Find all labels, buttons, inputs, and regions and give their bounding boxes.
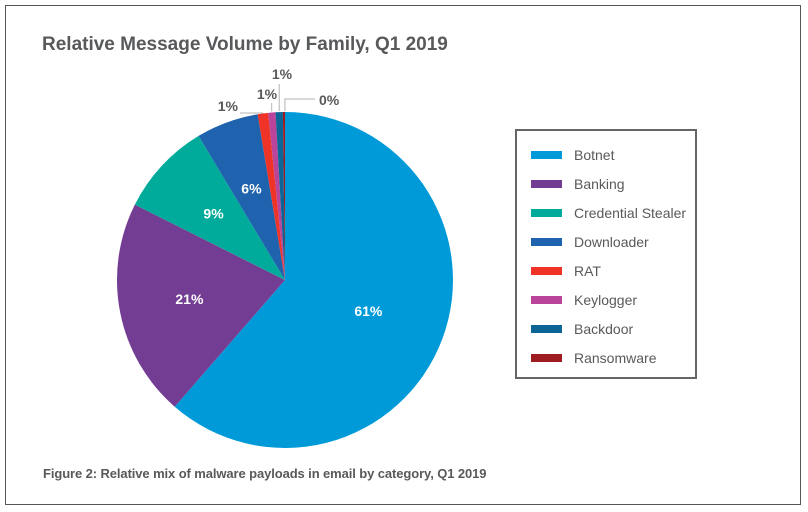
legend-swatch — [531, 296, 562, 304]
slice-label-ransomware: 0% — [319, 92, 340, 108]
legend-swatch — [531, 151, 562, 159]
chart-title: Relative Message Volume by Family, Q1 20… — [42, 34, 448, 55]
legend-label: Downloader — [574, 234, 649, 250]
slice-label-banking: 21% — [175, 291, 204, 307]
leader-line-ransomware — [284, 98, 315, 111]
legend-swatch — [531, 267, 562, 275]
pie-slice-ransomware — [282, 112, 285, 280]
pie-slice-backdoor — [275, 112, 285, 280]
figure-caption: Figure 2: Relative mix of malware payloa… — [43, 466, 487, 481]
legend-swatch — [531, 325, 562, 333]
legend-label: Credential Stealer — [574, 205, 687, 221]
slice-label-credential-stealer: 9% — [203, 206, 224, 222]
legend-item-rat: RAT — [531, 261, 601, 281]
legend-swatch — [531, 180, 562, 188]
legend-item-botnet: Botnet — [531, 145, 614, 165]
legend-swatch — [531, 238, 562, 246]
pie-slice-keylogger — [268, 112, 285, 280]
leader-line-rat — [240, 112, 264, 114]
pie-slice-downloader — [198, 114, 285, 281]
pie-slice-rat — [257, 112, 285, 280]
legend-label: Botnet — [574, 147, 615, 163]
pie-slice-credential-stealer — [134, 135, 285, 280]
legend-item-banking: Banking — [531, 174, 625, 194]
chart-legend: Botnet Banking Credential Stealer Downloade… — [515, 129, 697, 379]
pie-slice-botnet — [174, 112, 454, 449]
slice-label-rat: 1% — [218, 98, 239, 114]
slice-label-keylogger: 1% — [257, 86, 278, 102]
slice-label-botnet: 61% — [354, 303, 383, 319]
legend-item-ransomware: Ransomware — [531, 348, 656, 368]
legend-item-keylogger: Keylogger — [531, 290, 637, 310]
legend-label: Backdoor — [574, 321, 634, 337]
legend-item-credential-stealer: Credential Stealer — [531, 203, 686, 223]
slice-label-backdoor: 1% — [272, 66, 293, 82]
pie-slice-banking — [117, 204, 285, 407]
legend-label: Ransomware — [574, 350, 657, 366]
slice-label-downloader: 6% — [241, 181, 262, 197]
legend-swatch — [531, 354, 562, 362]
legend-label: Keylogger — [574, 292, 638, 308]
legend-item-downloader: Downloader — [531, 232, 649, 252]
legend-item-backdoor: Backdoor — [531, 319, 633, 339]
legend-label: RAT — [574, 263, 601, 279]
legend-label: Banking — [574, 176, 625, 192]
legend-swatch — [531, 209, 562, 217]
